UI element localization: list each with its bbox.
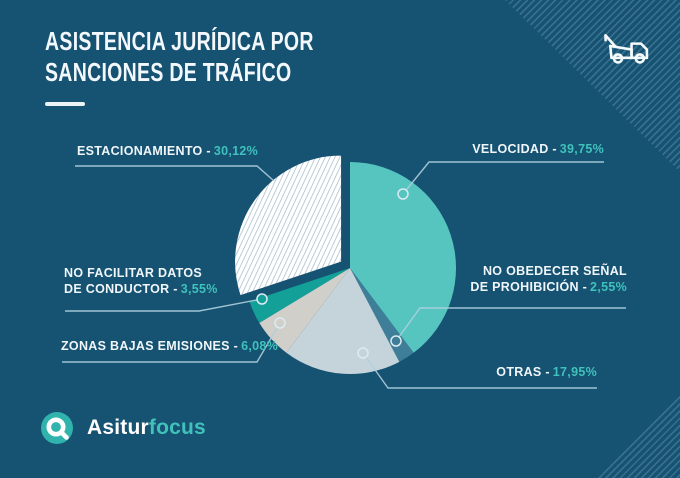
pie-leader-lines-group bbox=[62, 161, 626, 389]
brand-logo: Asiturfocus bbox=[40, 411, 206, 445]
callout-no-obedecer-senal: NO OBEDECER SEÑAL DE PROHIBICIÓN -2,55% bbox=[470, 264, 627, 295]
page-title-line1: ASISTENCIA JURÍDICA POR bbox=[45, 26, 314, 56]
callout-no-facilitar-datos: NO FACILITAR DATOS DE CONDUCTOR -3,55% bbox=[64, 266, 218, 297]
leader-dot-zonas-bajas-emisiones bbox=[274, 317, 286, 329]
pie-slices-group bbox=[235, 155, 456, 374]
callout-label-line2: DE PROHIBICIÓN - bbox=[470, 279, 588, 294]
callout-label-line2: DE CONDUCTOR - bbox=[64, 281, 178, 296]
callout-label-line1: NO OBEDECER SEÑAL bbox=[482, 264, 627, 278]
tow-truck-icon bbox=[604, 34, 649, 64]
callout-value: 3,55% bbox=[180, 281, 218, 296]
page-title: ASISTENCIA JURÍDICA POR SANCIONES DE TRÁ… bbox=[45, 26, 314, 88]
title-underline-dash bbox=[45, 102, 85, 106]
pie-slice-velocidad bbox=[350, 162, 456, 353]
brand-name-secondary: focus bbox=[148, 416, 206, 439]
leader-dot-no-obedecer-senal-de-prohibicion bbox=[390, 335, 402, 347]
callout-label: OTRAS - bbox=[496, 365, 550, 379]
callout-value: 39,75% bbox=[559, 142, 604, 156]
callout-velocidad: VELOCIDAD -39,75% bbox=[472, 142, 604, 158]
pie-slice-no-facilitar-datos-de-conductor bbox=[249, 268, 350, 323]
leader-line-velocidad bbox=[402, 161, 604, 195]
pie-slice-estacionamiento bbox=[235, 155, 342, 296]
pie-slice-otras bbox=[286, 268, 400, 374]
leader-dot-velocidad bbox=[397, 188, 409, 200]
callout-label: VELOCIDAD - bbox=[472, 142, 557, 156]
pie-slice-zonas-bajas-emisiones bbox=[259, 268, 350, 353]
leader-line-no-obedecer-senal-de-prohibicion bbox=[395, 307, 626, 342]
brand-name-primary: Asitur bbox=[87, 416, 149, 439]
callout-label-line1: NO FACILITAR DATOS bbox=[64, 266, 203, 280]
brand-name: Asiturfocus bbox=[87, 416, 206, 440]
callout-value: 17,95% bbox=[552, 365, 597, 379]
leader-line-zonas-bajas-emisiones bbox=[62, 322, 281, 363]
leader-line-estacionamiento bbox=[75, 165, 275, 182]
leader-dot-no-facilitar-datos-de-conductor bbox=[256, 293, 268, 305]
callout-value: 6,08% bbox=[241, 339, 279, 353]
leader-line-otras bbox=[362, 352, 597, 389]
callout-value: 30,12% bbox=[213, 144, 259, 158]
callout-zonas-bajas-emisiones: ZONAS BAJAS EMISIONES -6,08% bbox=[61, 339, 278, 355]
leader-line-no-facilitar-datos-de-conductor bbox=[65, 298, 263, 312]
callout-estacionamiento: ESTACIONAMIENTO -30,12% bbox=[77, 144, 258, 160]
callout-label: ESTACIONAMIENTO - bbox=[77, 144, 211, 158]
callout-value: 2,55% bbox=[590, 279, 627, 294]
page-title-line2: SANCIONES DE TRÁFICO bbox=[45, 57, 292, 87]
leader-dot-otras bbox=[357, 347, 369, 359]
callout-label: ZONAS BAJAS EMISIONES - bbox=[61, 339, 239, 353]
magnifier-icon bbox=[41, 412, 73, 444]
callout-otras: OTRAS -17,95% bbox=[496, 365, 597, 381]
